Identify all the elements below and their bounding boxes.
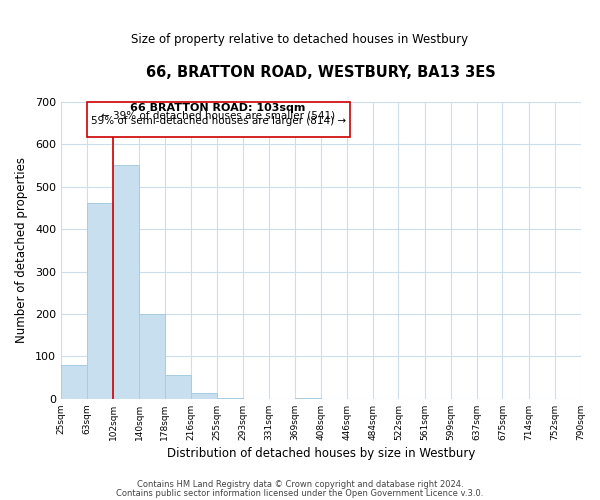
Bar: [217, 398, 243, 399]
Bar: [61, 365, 87, 399]
Text: 66 BRATTON ROAD: 103sqm: 66 BRATTON ROAD: 103sqm: [130, 104, 306, 114]
Text: Contains public sector information licensed under the Open Government Licence v.: Contains public sector information licen…: [116, 488, 484, 498]
FancyBboxPatch shape: [87, 102, 350, 137]
Bar: [165, 374, 191, 399]
Bar: [139, 314, 165, 399]
Text: Contains HM Land Registry data © Crown copyright and database right 2024.: Contains HM Land Registry data © Crown c…: [137, 480, 463, 489]
Title: 66, BRATTON ROAD, WESTBURY, BA13 3ES: 66, BRATTON ROAD, WESTBURY, BA13 3ES: [146, 65, 496, 80]
X-axis label: Distribution of detached houses by size in Westbury: Distribution of detached houses by size …: [167, 447, 475, 460]
Bar: [87, 203, 113, 399]
Bar: [113, 165, 139, 399]
Text: Size of property relative to detached houses in Westbury: Size of property relative to detached ho…: [131, 32, 469, 46]
Bar: [295, 398, 321, 399]
Text: ← 39% of detached houses are smaller (541): ← 39% of detached houses are smaller (54…: [101, 110, 335, 120]
Text: 59% of semi-detached houses are larger (814) →: 59% of semi-detached houses are larger (…: [91, 116, 346, 126]
Y-axis label: Number of detached properties: Number of detached properties: [15, 158, 28, 344]
Bar: [191, 393, 217, 399]
